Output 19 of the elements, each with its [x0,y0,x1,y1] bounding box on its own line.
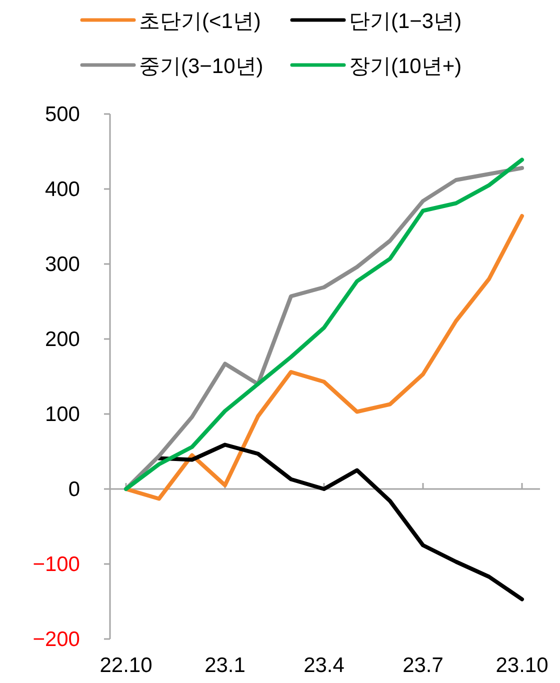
y-tick-label: −100 [32,553,80,576]
line-series [124,214,524,501]
legend-label: 중기(3−10년) [139,55,264,78]
x-tick-label: 22.10 [100,654,152,677]
x-tick-label: 23.7 [402,654,444,677]
y-tick-label: 0 [68,478,80,501]
line-series [157,442,524,602]
y-tick-label: −200 [32,628,80,651]
legend-label: 초단기(<1년) [139,10,261,33]
x-tick-label: 23.1 [204,654,246,677]
y-tick-label: 500 [44,103,80,126]
x-tick-label: 23.10 [496,654,548,677]
y-tick-label: 400 [44,178,80,201]
y-tick-label: 100 [44,403,80,426]
legend-label: 장기(10년+) [349,55,462,78]
legend-label: 단기(1−3년) [349,10,462,33]
y-tick-label: 300 [44,253,80,276]
y-tick-label: 200 [44,328,80,351]
x-tick-label: 23.4 [304,654,345,677]
